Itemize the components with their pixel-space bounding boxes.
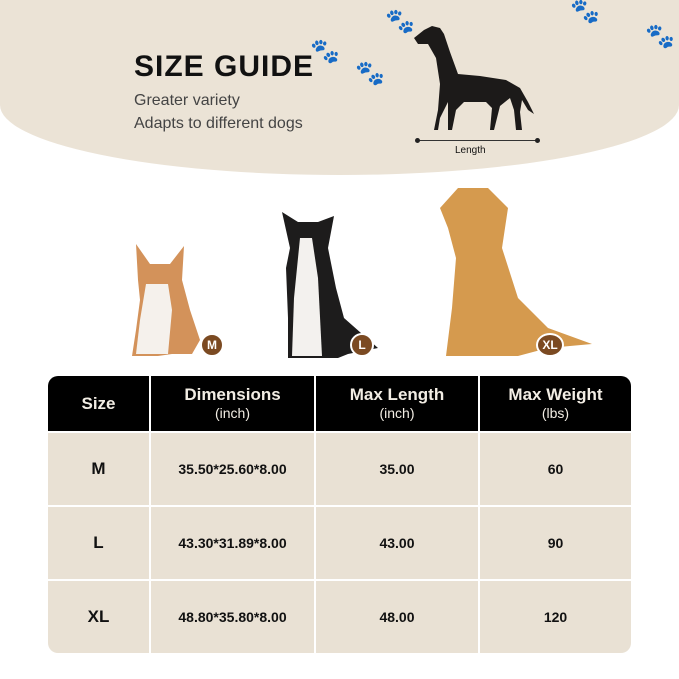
- dog-silhouette-icon: [414, 26, 534, 130]
- paw-icon: 🐾: [570, 0, 600, 25]
- cell-dimensions: 35.50*25.60*8.00: [149, 431, 314, 505]
- table-row: XL 48.80*35.80*8.00 48.00 120: [48, 579, 631, 653]
- size-badge-xl: XL: [536, 333, 564, 357]
- size-table: Size Dimensions (inch) Max Length (inch) M…: [48, 376, 631, 653]
- border-collie-image: [282, 212, 378, 358]
- cell-max-weight: 90: [478, 505, 631, 579]
- cell-max-length: 43.00: [314, 505, 478, 579]
- paw-icon: 🐾: [310, 38, 340, 65]
- size-badge-m: M: [200, 333, 224, 357]
- subtitle: Greater variety: [134, 92, 240, 109]
- length-label: Length: [455, 145, 486, 156]
- column-header: Dimensions (inch): [149, 376, 314, 431]
- corgi-image: [132, 244, 200, 356]
- table-header-row: Size Dimensions (inch) Max Length (inch) M…: [48, 376, 631, 431]
- paw-icon: 🐾: [355, 60, 385, 87]
- table-row: L 43.30*31.89*8.00 43.00 90: [48, 505, 631, 579]
- table-row: M 35.50*25.60*8.00 35.00 60: [48, 431, 631, 505]
- cell-size: M: [48, 431, 149, 505]
- subtitle: Adapts to different dogs: [134, 115, 303, 132]
- cell-size: L: [48, 505, 149, 579]
- paw-icon: 🐾: [385, 8, 415, 35]
- column-header: Max Weight (lbs): [478, 376, 631, 431]
- cell-dimensions: 43.30*31.89*8.00: [149, 505, 314, 579]
- cell-max-weight: 60: [478, 431, 631, 505]
- cell-dimensions: 48.80*35.80*8.00: [149, 579, 314, 653]
- cell-max-weight: 120: [478, 579, 631, 653]
- column-header: Size: [48, 376, 149, 431]
- cell-size: XL: [48, 579, 149, 653]
- page-title: SIZE GUIDE: [134, 50, 315, 83]
- cell-max-length: 48.00: [314, 579, 478, 653]
- paw-icon: 🐾: [645, 23, 675, 50]
- header-background: [0, 0, 679, 175]
- golden-retriever-image: [440, 188, 592, 356]
- length-indicator: [415, 138, 540, 143]
- column-header: Max Length (inch): [314, 376, 478, 431]
- cell-max-length: 35.00: [314, 431, 478, 505]
- size-badge-l: L: [350, 333, 374, 357]
